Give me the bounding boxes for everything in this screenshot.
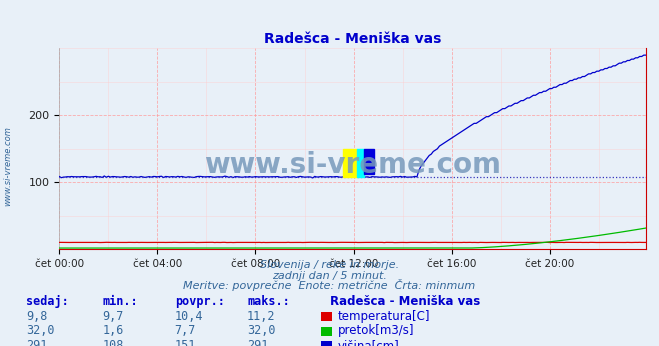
- Text: min.:: min.:: [102, 295, 138, 308]
- Bar: [357, 149, 364, 177]
- Bar: [343, 149, 357, 177]
- Text: Slovenija / reke in morje.: Slovenija / reke in morje.: [260, 260, 399, 270]
- Text: 11,2: 11,2: [247, 310, 275, 323]
- Text: 7,7: 7,7: [175, 324, 196, 337]
- Text: 108: 108: [102, 339, 123, 346]
- Text: 291: 291: [26, 339, 47, 346]
- Text: 9,7: 9,7: [102, 310, 123, 323]
- Text: sedaj:: sedaj:: [26, 295, 69, 308]
- Bar: [364, 149, 374, 174]
- Text: Meritve: povprečne  Enote: metrične  Črta: minmum: Meritve: povprečne Enote: metrične Črta:…: [183, 279, 476, 291]
- Text: 32,0: 32,0: [247, 324, 275, 337]
- Text: pretok[m3/s]: pretok[m3/s]: [337, 324, 414, 337]
- Text: 151: 151: [175, 339, 196, 346]
- Text: www.si-vreme.com: www.si-vreme.com: [204, 151, 501, 179]
- Text: 1,6: 1,6: [102, 324, 123, 337]
- Text: povpr.:: povpr.:: [175, 295, 225, 308]
- Text: 9,8: 9,8: [26, 310, 47, 323]
- Text: temperatura[C]: temperatura[C]: [337, 310, 430, 323]
- Text: 10,4: 10,4: [175, 310, 203, 323]
- Text: višina[cm]: višina[cm]: [337, 339, 399, 346]
- Text: maks.:: maks.:: [247, 295, 290, 308]
- Text: 32,0: 32,0: [26, 324, 55, 337]
- Title: Radešca - Meniška vas: Radešca - Meniška vas: [264, 32, 442, 46]
- Text: zadnji dan / 5 minut.: zadnji dan / 5 minut.: [272, 271, 387, 281]
- Text: www.si-vreme.com: www.si-vreme.com: [3, 126, 13, 206]
- Text: Radešca - Meniška vas: Radešca - Meniška vas: [330, 295, 480, 308]
- Text: 291: 291: [247, 339, 268, 346]
